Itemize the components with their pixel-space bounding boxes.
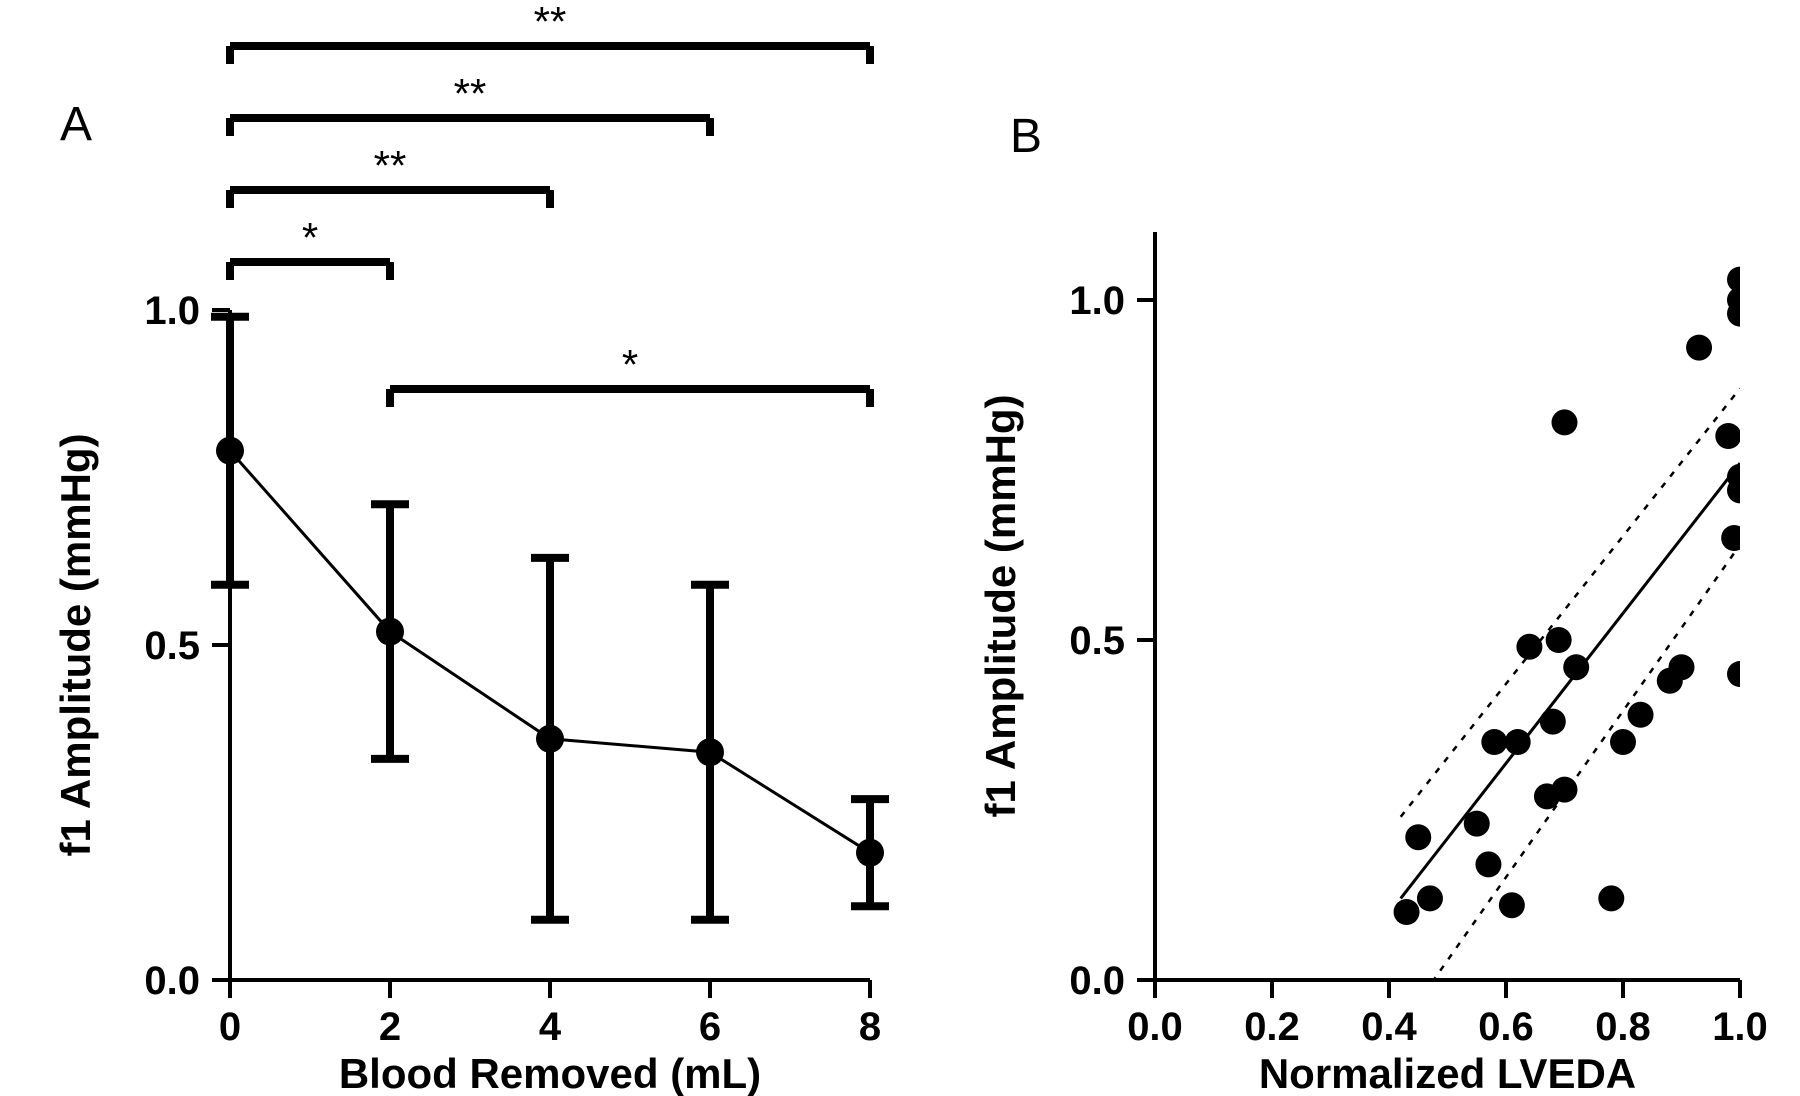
- panel-b-xtick-label: 0.2: [1244, 1005, 1300, 1049]
- panel-a-sig-label: *: [622, 341, 638, 388]
- panel-a-xtick-label: 0: [219, 1005, 241, 1049]
- panel-b-point: [1464, 811, 1490, 837]
- panel-b-ci-upper: [1401, 388, 1740, 816]
- panel-b-point: [1540, 709, 1566, 735]
- panel-b: B 0.0 0.5 1.0 0.0 0.2 0.4 0.6 0.8 1.0 Normalized L…: [977, 110, 1768, 1096]
- panel-b-regression-line: [1401, 463, 1740, 898]
- panel-a-sig-label: **: [374, 142, 407, 189]
- panel-a-label: A: [60, 98, 92, 151]
- panel-b-xlabel: Normalized LVEDA: [1259, 1050, 1636, 1096]
- panel-a: A 0.0 0.5 1.0 0 2 4 6 8 Blood Removed (mL) f1 Ampl…: [52, 0, 889, 1096]
- panel-a-sig-label: *: [302, 214, 318, 261]
- panel-b-point: [1505, 729, 1531, 755]
- panel-b-point: [1516, 634, 1542, 660]
- panel-b-xtick-label: 0.0: [1127, 1005, 1183, 1049]
- panel-a-xtick-label: 2: [379, 1005, 401, 1049]
- panel-b-point: [1686, 335, 1712, 361]
- panel-b-point: [1475, 851, 1501, 877]
- panel-b-point: [1394, 899, 1420, 925]
- panel-a-xtick-label: 6: [699, 1005, 721, 1049]
- panel-a-xtick-label: 8: [859, 1005, 881, 1049]
- panel-b-ylabel: f1 Amplitude (mmHg): [977, 394, 1024, 817]
- panel-a-xlabel: Blood Removed (mL): [339, 1050, 761, 1096]
- panel-b-point: [1552, 409, 1578, 435]
- panel-b-plot-area: [1394, 267, 1759, 994]
- panel-b-xtick-label: 0.4: [1361, 1005, 1417, 1049]
- panel-a-marker: [696, 738, 724, 766]
- panel-b-point: [1499, 892, 1525, 918]
- panel-b-point: [1546, 627, 1572, 653]
- panel-b-point: [1721, 525, 1747, 551]
- panel-a-marker: [376, 618, 404, 646]
- panel-a-ytick-label: 0.0: [144, 959, 200, 1003]
- panel-b-point: [1733, 267, 1759, 293]
- panel-b-point: [1715, 423, 1741, 449]
- panel-b-point: [1563, 654, 1589, 680]
- panel-b-point: [1417, 885, 1443, 911]
- panel-b-ytick-label: 0.5: [1069, 619, 1125, 663]
- panel-b-xtick-label: 0.6: [1478, 1005, 1534, 1049]
- panel-a-sig-label: **: [534, 0, 567, 45]
- panel-a-ytick-label: 1.0: [144, 289, 200, 333]
- panel-a-marker: [536, 725, 564, 753]
- panel-a-ytick-label: 0.5: [144, 624, 200, 668]
- panel-a-marker: [856, 839, 884, 867]
- panel-b-point: [1727, 464, 1753, 490]
- panel-b-point: [1405, 824, 1431, 850]
- figure-svg: A 0.0 0.5 1.0 0 2 4 6 8 Blood Removed (mL) f1 Ampl…: [0, 0, 1800, 1096]
- panel-b-point: [1598, 885, 1624, 911]
- panel-b-point: [1481, 729, 1507, 755]
- panel-b-point: [1552, 777, 1578, 803]
- panel-b-ytick-label: 0.0: [1069, 959, 1125, 1003]
- panel-b-point: [1628, 702, 1654, 728]
- panel-a-sig-label: **: [454, 70, 487, 117]
- panel-a-xtick-label: 4: [539, 1005, 562, 1049]
- panel-a-marker: [216, 437, 244, 465]
- panel-b-ci-lower: [1424, 545, 1740, 994]
- panel-b-xtick-label: 0.8: [1595, 1005, 1651, 1049]
- figure-container: A 0.0 0.5 1.0 0 2 4 6 8 Blood Removed (mL) f1 Ampl…: [0, 0, 1800, 1096]
- panel-a-ylabel: f1 Amplitude (mmHg): [52, 433, 99, 856]
- panel-b-point: [1669, 654, 1695, 680]
- panel-b-xtick-label: 1.0: [1712, 1005, 1768, 1049]
- panel-b-ytick-label: 1.0: [1069, 279, 1125, 323]
- panel-b-point: [1727, 661, 1753, 687]
- panel-b-point: [1610, 729, 1636, 755]
- panel-b-label: B: [1010, 110, 1042, 163]
